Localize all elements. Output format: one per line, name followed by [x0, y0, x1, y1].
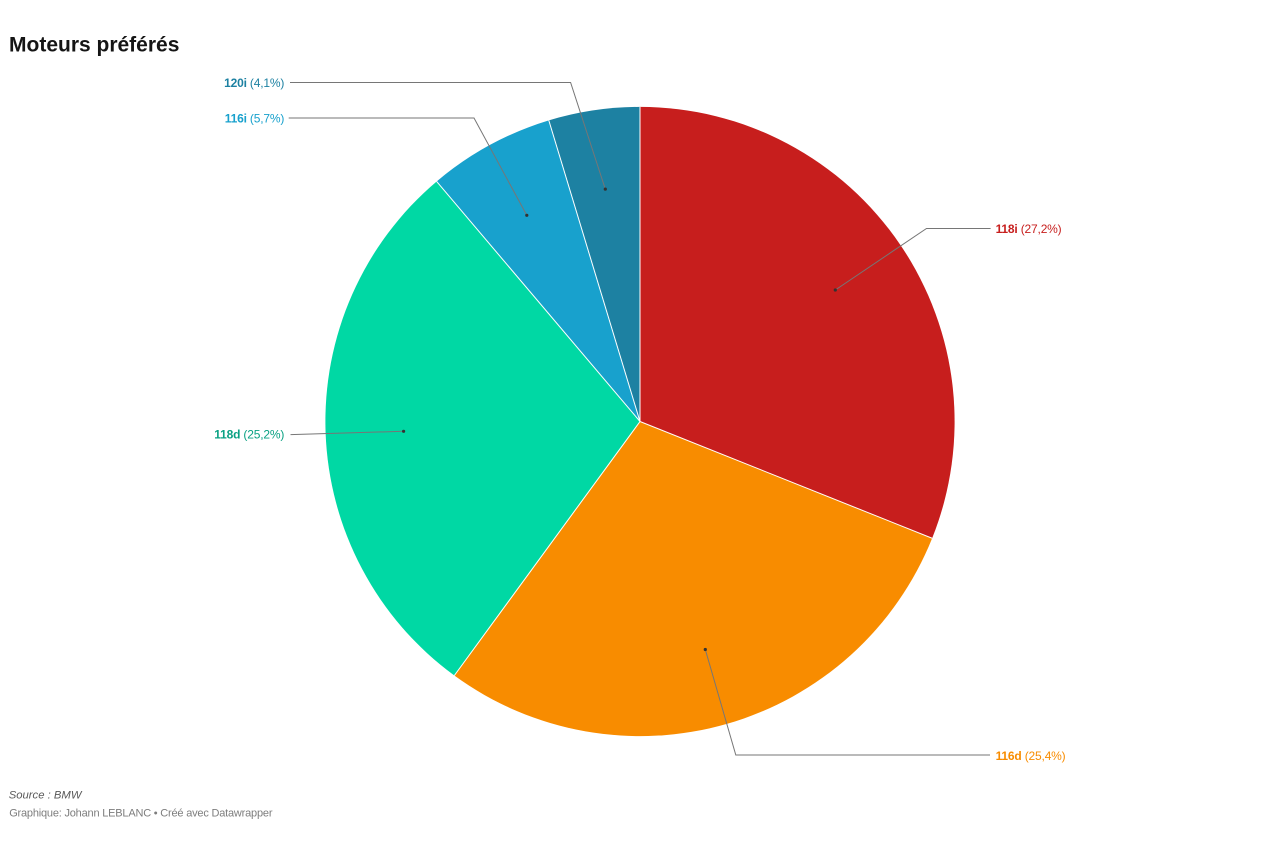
svg-text:116i (5,7%): 116i (5,7%) — [225, 112, 285, 126]
svg-text:116d (25,4%): 116d (25,4%) — [996, 749, 1066, 763]
svg-text:118d (25,2%): 118d (25,2%) — [214, 427, 284, 441]
svg-text:118i (27,2%): 118i (27,2%) — [996, 222, 1062, 236]
svg-text:120i (4,1%): 120i (4,1%) — [224, 76, 284, 90]
svg-text:Graphique: Johann LEBLANC • Cr: Graphique: Johann LEBLANC • Créé avec Da… — [9, 807, 273, 819]
svg-text:Moteurs préférés: Moteurs préférés — [9, 34, 179, 57]
svg-text:Source : BMW: Source : BMW — [9, 790, 83, 802]
